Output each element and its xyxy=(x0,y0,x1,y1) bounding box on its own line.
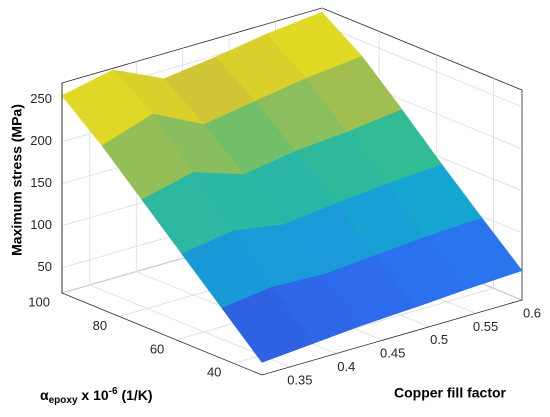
z-axis-label: Maximum stress (MPa) xyxy=(9,104,25,256)
x-tick-label: 0.6 xyxy=(523,305,541,320)
x-axis-label: Copper fill factor xyxy=(394,385,507,401)
surface-patch xyxy=(221,286,314,363)
y-label-base: α xyxy=(40,387,49,403)
z-tick-label: 250 xyxy=(30,91,52,106)
y-label-sup: -6 xyxy=(109,386,118,397)
y-label-mid: x 10 xyxy=(78,387,109,403)
x-tick-label: 0.4 xyxy=(337,359,355,374)
z-tick-label: 100 xyxy=(30,217,52,232)
x-tick-label: 0.45 xyxy=(380,346,405,361)
z-tick-label: 50 xyxy=(38,259,52,274)
y-label-end: (1/K) xyxy=(118,387,153,403)
y-tick-label: 40 xyxy=(207,365,221,380)
box-edge xyxy=(61,83,523,376)
x-tick-label: 0.35 xyxy=(287,372,312,387)
y-tick-label: 100 xyxy=(28,294,50,309)
y-tick-label: 60 xyxy=(150,341,164,356)
z-tick-label: 150 xyxy=(30,175,52,190)
y-label-sub: epoxy xyxy=(49,395,78,406)
x-tick-label: 0.5 xyxy=(430,332,448,347)
y-axis-label: αepoxy x 10-6 (1/K) xyxy=(40,386,153,406)
z-tick-label: 200 xyxy=(30,133,52,148)
y-tick-label: 80 xyxy=(93,318,107,333)
x-tick-label: 0.55 xyxy=(473,319,498,334)
